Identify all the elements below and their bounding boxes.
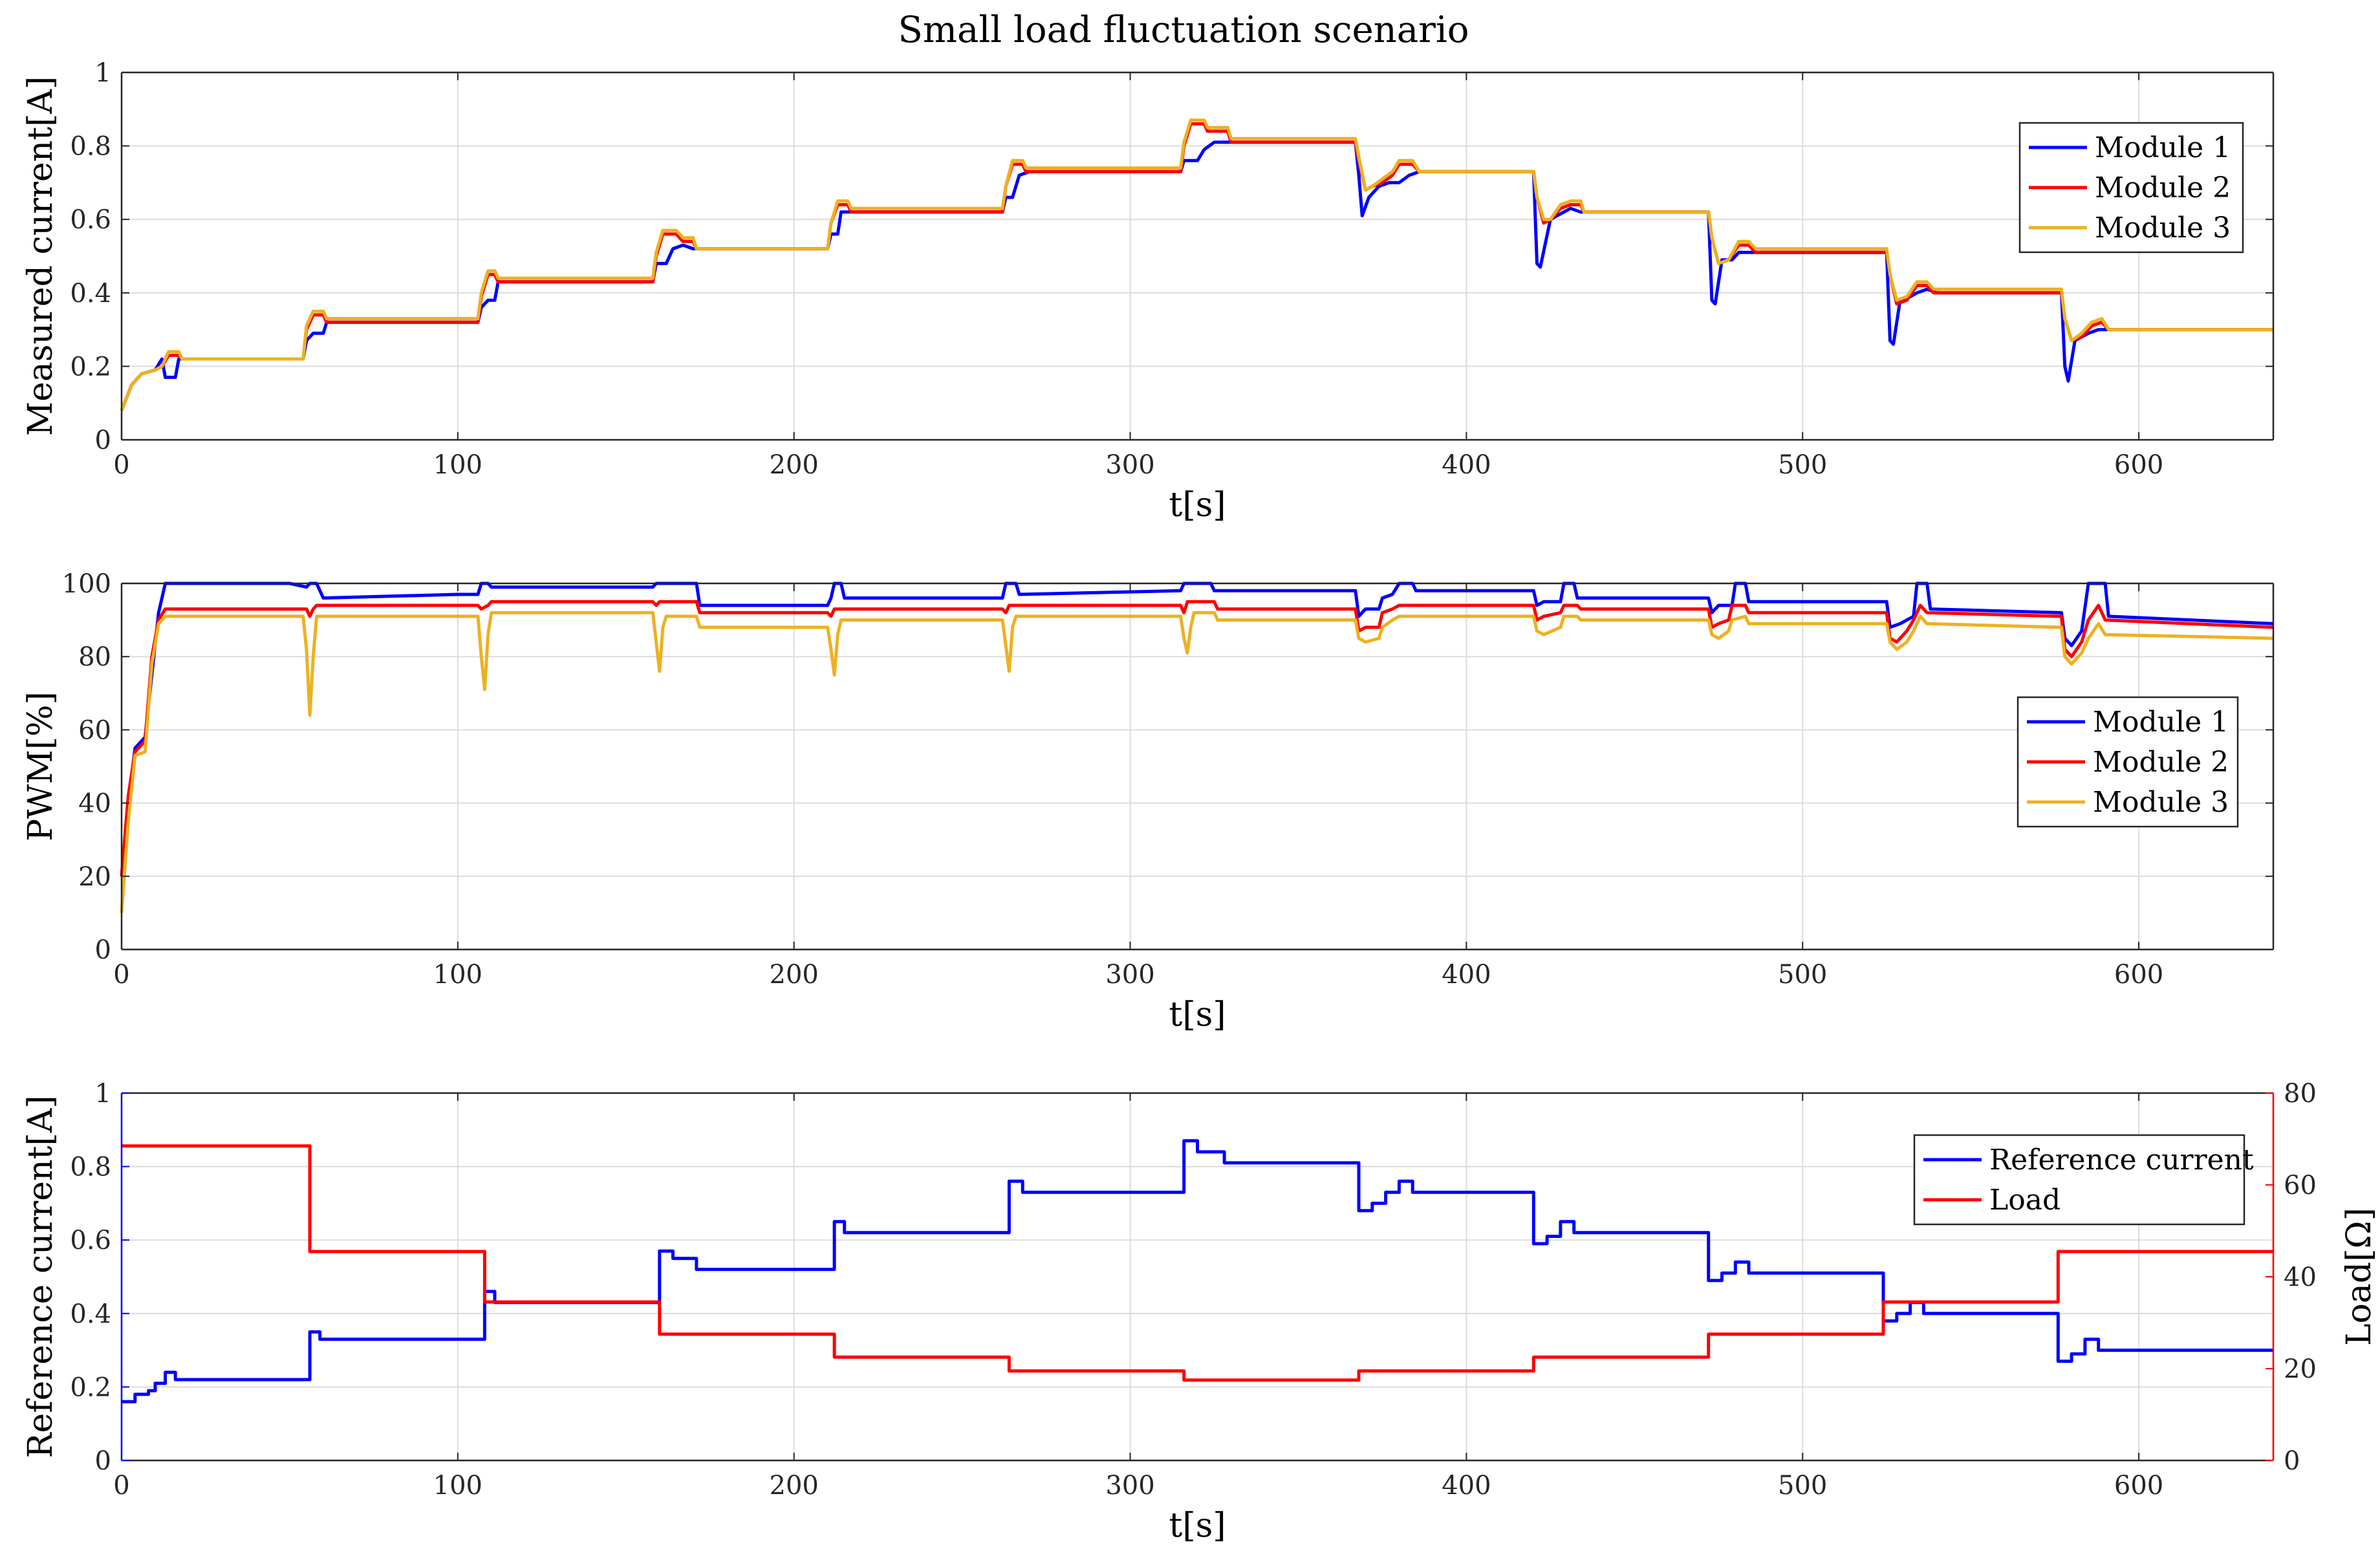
chart-current: 0 100 200 300 400 500 600 0 0.2 0.4 0.6 0.8 1 t[s] Mea…	[21, 58, 2275, 525]
x-tick-label: 500	[1778, 960, 1827, 990]
y2-tick-label: 60	[2284, 1171, 2317, 1200]
y-tick-label: 0	[95, 935, 111, 965]
grid	[121, 72, 2273, 440]
legend: Reference current Load	[1913, 1134, 2254, 1226]
series-module-3	[120, 611, 2274, 913]
y-tick-label: 0.8	[70, 1153, 111, 1182]
y-tick-label: 80	[78, 642, 111, 672]
plots: 0 100 200 300 400 500 60000.20.40.60.81t[s]Mea…	[21, 58, 2379, 1545]
legend-entry: Module 3	[2095, 212, 2231, 244]
x-tick-label: 100	[433, 960, 482, 990]
y-tick-label: 20	[78, 862, 111, 892]
series-reference-current	[122, 1139, 2273, 1404]
y-tick-label: 60	[78, 715, 111, 745]
legend-box	[1913, 1134, 2245, 1226]
x-tick-label: 400	[1442, 960, 1491, 990]
x-axis-label: t[s]	[1169, 995, 1226, 1034]
x-tick-label: 0	[113, 960, 129, 990]
legend: Module 1 Module 2 Module 3	[2017, 696, 2239, 828]
x-tick-label: 300	[1105, 450, 1154, 480]
series-module-1	[120, 140, 2273, 411]
y-axis-label: Measured current[A]	[21, 76, 60, 436]
y2-tick-label: 40	[2284, 1263, 2317, 1292]
grid	[121, 583, 2273, 950]
y-tick-label: 0	[95, 1446, 111, 1476]
y-tick-label: 40	[78, 789, 111, 819]
x-tick-label: 200	[770, 960, 819, 990]
x-tick-label: 400	[1442, 450, 1491, 480]
y2-tick-label: 20	[2284, 1354, 2317, 1384]
y-tick-label: 1	[95, 58, 111, 88]
x-tick-label: 500	[1778, 1471, 1827, 1501]
legend-entry: Reference current	[1989, 1144, 2254, 1177]
series-module-2	[120, 600, 2274, 877]
series-module-2	[120, 122, 2273, 411]
legend-entry: Module 2	[2095, 171, 2231, 204]
y-tick-label: 0.4	[70, 279, 111, 309]
y-tick-label: 0.2	[70, 352, 111, 382]
y-tick-label: 0.2	[70, 1372, 111, 1402]
y-tick-label: 1	[95, 1079, 111, 1109]
y-tick-label: 0	[95, 426, 111, 455]
x-tick-label: 600	[2114, 960, 2163, 990]
y2-axis-label: Load[Ω]	[2340, 1208, 2379, 1346]
series-load	[122, 1144, 2273, 1382]
legend: Module 1 Module 2 Module 3	[2018, 122, 2244, 254]
chart-pwm: 0 100 200 300 400 500 600 0 20 40 60 80 100 t[s] PWM[%…	[21, 569, 2275, 1034]
y2-tick-label: 80	[2284, 1079, 2317, 1109]
y-tick-label: 0.6	[70, 1226, 111, 1255]
y-tick-label: 0.4	[70, 1299, 111, 1329]
legend-entry: Module 2	[2093, 746, 2229, 779]
legend-entry: Load	[1989, 1184, 2061, 1217]
x-tick-label: 400	[1442, 1471, 1491, 1501]
y2-tick-label: 0	[2284, 1446, 2300, 1476]
x-tick-label: 200	[770, 1471, 819, 1501]
x-tick-label: 600	[2114, 450, 2163, 480]
figure-title: Small load fluctuation scenario	[898, 9, 1469, 51]
legend-entry: Module 1	[2093, 706, 2229, 739]
y-tick-label: 0.6	[70, 205, 111, 235]
x-tick-label: 500	[1778, 450, 1827, 480]
legend-entry: Module 3	[2093, 786, 2229, 819]
x-tick-label: 0	[113, 1471, 129, 1501]
y-tick-label: 0.8	[70, 132, 111, 162]
x-tick-label: 300	[1105, 960, 1154, 990]
y-axis-label: Reference current[A]	[21, 1095, 60, 1458]
x-axis-label: t[s]	[1169, 1506, 1226, 1545]
x-tick-label: 100	[433, 1471, 482, 1501]
x-tick-label: 300	[1105, 1471, 1154, 1501]
legend-entry: Module 1	[2095, 131, 2231, 164]
x-tick-label: 200	[770, 450, 819, 480]
x-axis-label: t[s]	[1169, 486, 1226, 525]
series-module-1	[120, 581, 2274, 877]
y-tick-label: 100	[62, 569, 111, 599]
series-module-3	[120, 118, 2273, 411]
x-tick-label: 100	[433, 450, 482, 480]
y-axis-label: PWM[%]	[21, 691, 60, 841]
chart-reference: 0 100 200 300 400 500 600 0 0.2 0.4 0.6 0.8 1 0 20 40 60…	[21, 1079, 2379, 1545]
x-tick-label: 600	[2114, 1471, 2163, 1501]
x-tick-label: 0	[113, 450, 129, 480]
